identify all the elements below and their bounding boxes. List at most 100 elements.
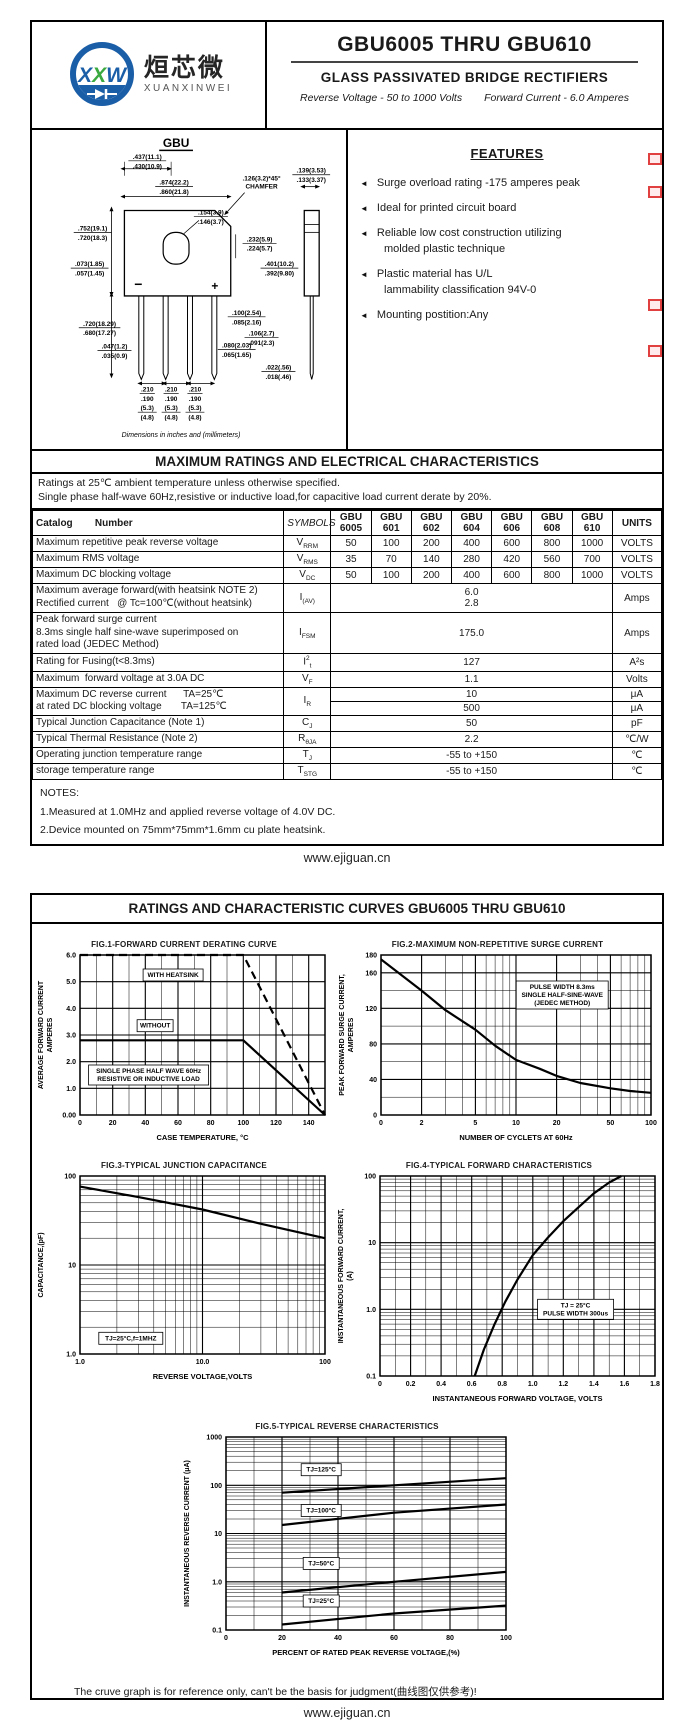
svg-text:1.0: 1.0 [66,1086,76,1093]
row-symbol: IFSM [283,611,332,655]
svg-text:(5.3): (5.3) [141,405,154,412]
svg-text:INSTANTANEOUS FORWARD VOLTAGE,: INSTANTANEOUS FORWARD VOLTAGE, VOLTS [433,1394,603,1403]
figure-fig5: FIG.5-TYPICAL REVERSE CHARACTERISTICS 0 2… [180,1422,515,1660]
note-line: 1.Measured at 1.0MHz and applied reverse… [40,805,336,818]
row-value: -55 to +150 [330,747,613,765]
ratings-conditions: Ratings at 25℃ ambient temperature unles… [32,474,662,511]
row-unit: ℃/W [611,731,663,749]
svg-text:0: 0 [78,1120,82,1127]
table-row: Maximum RMS voltage VRMS 35 70 140 280 420 560 7… [31,551,663,569]
svg-text:(5.3): (5.3) [188,405,201,412]
part-number-header: GBU 602 [410,510,452,537]
row-label: Maximum repetitive peak reverse voltage [31,535,285,553]
row-label: Rating for Fusing(t<8.3ms) [31,653,285,672]
header: XXW 烜芯微 XUANXINWEI GBU6005 THRU GBU610 G… [32,22,662,130]
row-symbol: VF [283,670,332,688]
red-annotation-mark [648,153,662,165]
row-value: 700 [571,551,613,569]
svg-text:0.2: 0.2 [406,1381,416,1388]
svg-text:.210: .210 [141,386,154,393]
bullet-arrow-icon: ◄ [360,203,368,213]
row-value: 1.1 [330,670,613,688]
features-heading: FEATURES [470,146,544,161]
brand-text: 烜芯微 XUANXINWEI [144,56,232,94]
svg-text:SINGLE HALF-SINE-WAVE: SINGLE HALF-SINE-WAVE [521,992,603,999]
figure-title: FIG.2-MAXIMUM NON-REPETITIVE SURGE CURRE… [391,940,604,949]
bullet-arrow-icon: ◄ [360,310,368,320]
row-unit: VOLTS [611,567,663,585]
svg-text:120: 120 [365,1006,377,1013]
svg-text:RESISTIVE OR INDUCTIVE LOAD: RESISTIVE OR INDUCTIVE LOAD [97,1076,200,1083]
svg-text:.085(2.16): .085(2.16) [232,319,261,326]
svg-text:.190: .190 [165,396,178,403]
svg-text:60: 60 [390,1635,398,1642]
svg-text:0.1: 0.1 [212,1628,222,1635]
table-row: Maximum forward voltage at 3.0A DC VF 1.1 V… [31,670,663,688]
title-rule [290,61,639,63]
svg-text:100: 100 [364,1174,376,1181]
row-value: 1000 [571,567,613,585]
svg-text:.106(2.7): .106(2.7) [249,331,275,338]
svg-text:0.6: 0.6 [467,1381,477,1388]
svg-text:.035(0.9): .035(0.9) [102,353,128,360]
notes-section: NOTES: 1.Measured at 1.0MHz and applied … [32,780,662,843]
svg-text:TJ=25°C,f=1MHZ: TJ=25°C,f=1MHZ [105,1334,156,1342]
figure-chart: 0 0.2 0.4 0.6 0.8 1.0 1.2 1.4 1.6 1.8 0.1 1.0 10 100 T… [338,1174,660,1404]
row-value: 50 [330,567,372,585]
notes-heading: NOTES: [40,787,80,800]
table-row: Rating for Fusing(t<8.3ms) I2t 127 A²s [31,653,663,672]
svg-text:0: 0 [224,1635,228,1642]
row-symbol: VDC [283,567,332,585]
row-unit: pF [611,715,663,733]
svg-text:3.0: 3.0 [66,1033,76,1040]
row-value: 100 [370,567,412,585]
svg-text:0.8: 0.8 [497,1381,507,1388]
svg-text:10: 10 [68,1263,76,1270]
row-value: 10 [330,686,613,702]
feature-item: ◄ Ideal for printed circuit board [360,201,654,217]
svg-text:.232(5.9): .232(5.9) [247,236,273,243]
svg-text:AMPERES: AMPERES [348,1017,355,1052]
svg-text:PULSE WIDTH 300us: PULSE WIDTH 300us [543,1310,608,1317]
condition-line: Ratings at 25℃ ambient temperature unles… [38,477,340,489]
row-symbol: RθJA [283,731,332,749]
row-label: Maximum average forward(with heatsink NO… [31,583,285,613]
svg-text:INSTANTANEOUS REVERSE CURRENT: INSTANTANEOUS REVERSE CURRENT (μA) [184,1460,191,1607]
svg-text:XXW: XXW [77,64,128,87]
svg-text:80: 80 [369,1041,377,1048]
reverse-voltage-note: Reverse Voltage - 50 to 1000 Volts [300,92,463,104]
part-number-header: GBU 608 [531,510,573,537]
svg-text:.080(2.03): .080(2.03) [222,343,251,350]
row-symbol: TSTG [283,763,332,781]
svg-text:.860(21.8): .860(21.8) [159,189,188,196]
svg-text:WITH HEATSINK: WITH HEATSINK [148,972,199,979]
svg-text:CHAMFER: CHAMFER [245,184,278,191]
svg-text:20: 20 [278,1635,286,1642]
svg-text:100: 100 [64,1174,76,1181]
logo-mark-icon: XXW [69,42,134,106]
row-value: 200 [410,535,452,553]
svg-text:.190: .190 [141,396,154,403]
svg-text:5: 5 [473,1120,477,1127]
figure-chart: 0 20 40 60 80 100 0.1 1.0 10 100 1000 TJ=125°C TJ=10… [184,1435,512,1658]
svg-text:.752(19.1): .752(19.1) [78,225,107,232]
svg-text:Dimensions in inches and (mill: Dimensions in inches and (millimeters) [122,432,241,439]
row-symbol: CJ [283,715,332,733]
svg-text:0: 0 [378,1381,382,1388]
svg-text:TJ=50°C: TJ=50°C [308,1559,334,1567]
svg-text:.154(3.9): .154(3.9) [198,209,224,216]
svg-text:TJ=125°C: TJ=125°C [306,1466,336,1474]
svg-text:PEAK FORWARD SURGE CURRENT,: PEAK FORWARD SURGE CURRENT, [339,974,346,1096]
part-number-header: GBU 604 [450,510,493,537]
ratings-heading: MAXIMUM RATINGS AND ELECTRICAL CHARACTER… [32,449,662,474]
svg-text:.073(1.85): .073(1.85) [75,261,104,268]
feature-line: lammability classification 94V-0 [384,283,537,296]
feature-line: ◄ Plastic material has U/L [360,267,493,280]
bullet-arrow-icon: ◄ [360,269,368,279]
brand-name-en: XUANXINWEI [143,83,233,94]
table-row: Maximum average forward(with heatsink NO… [31,583,663,613]
svg-text:1.2: 1.2 [558,1381,568,1388]
row-label: Maximum DC blocking voltage [31,567,285,585]
svg-text:6.0: 6.0 [66,953,76,960]
